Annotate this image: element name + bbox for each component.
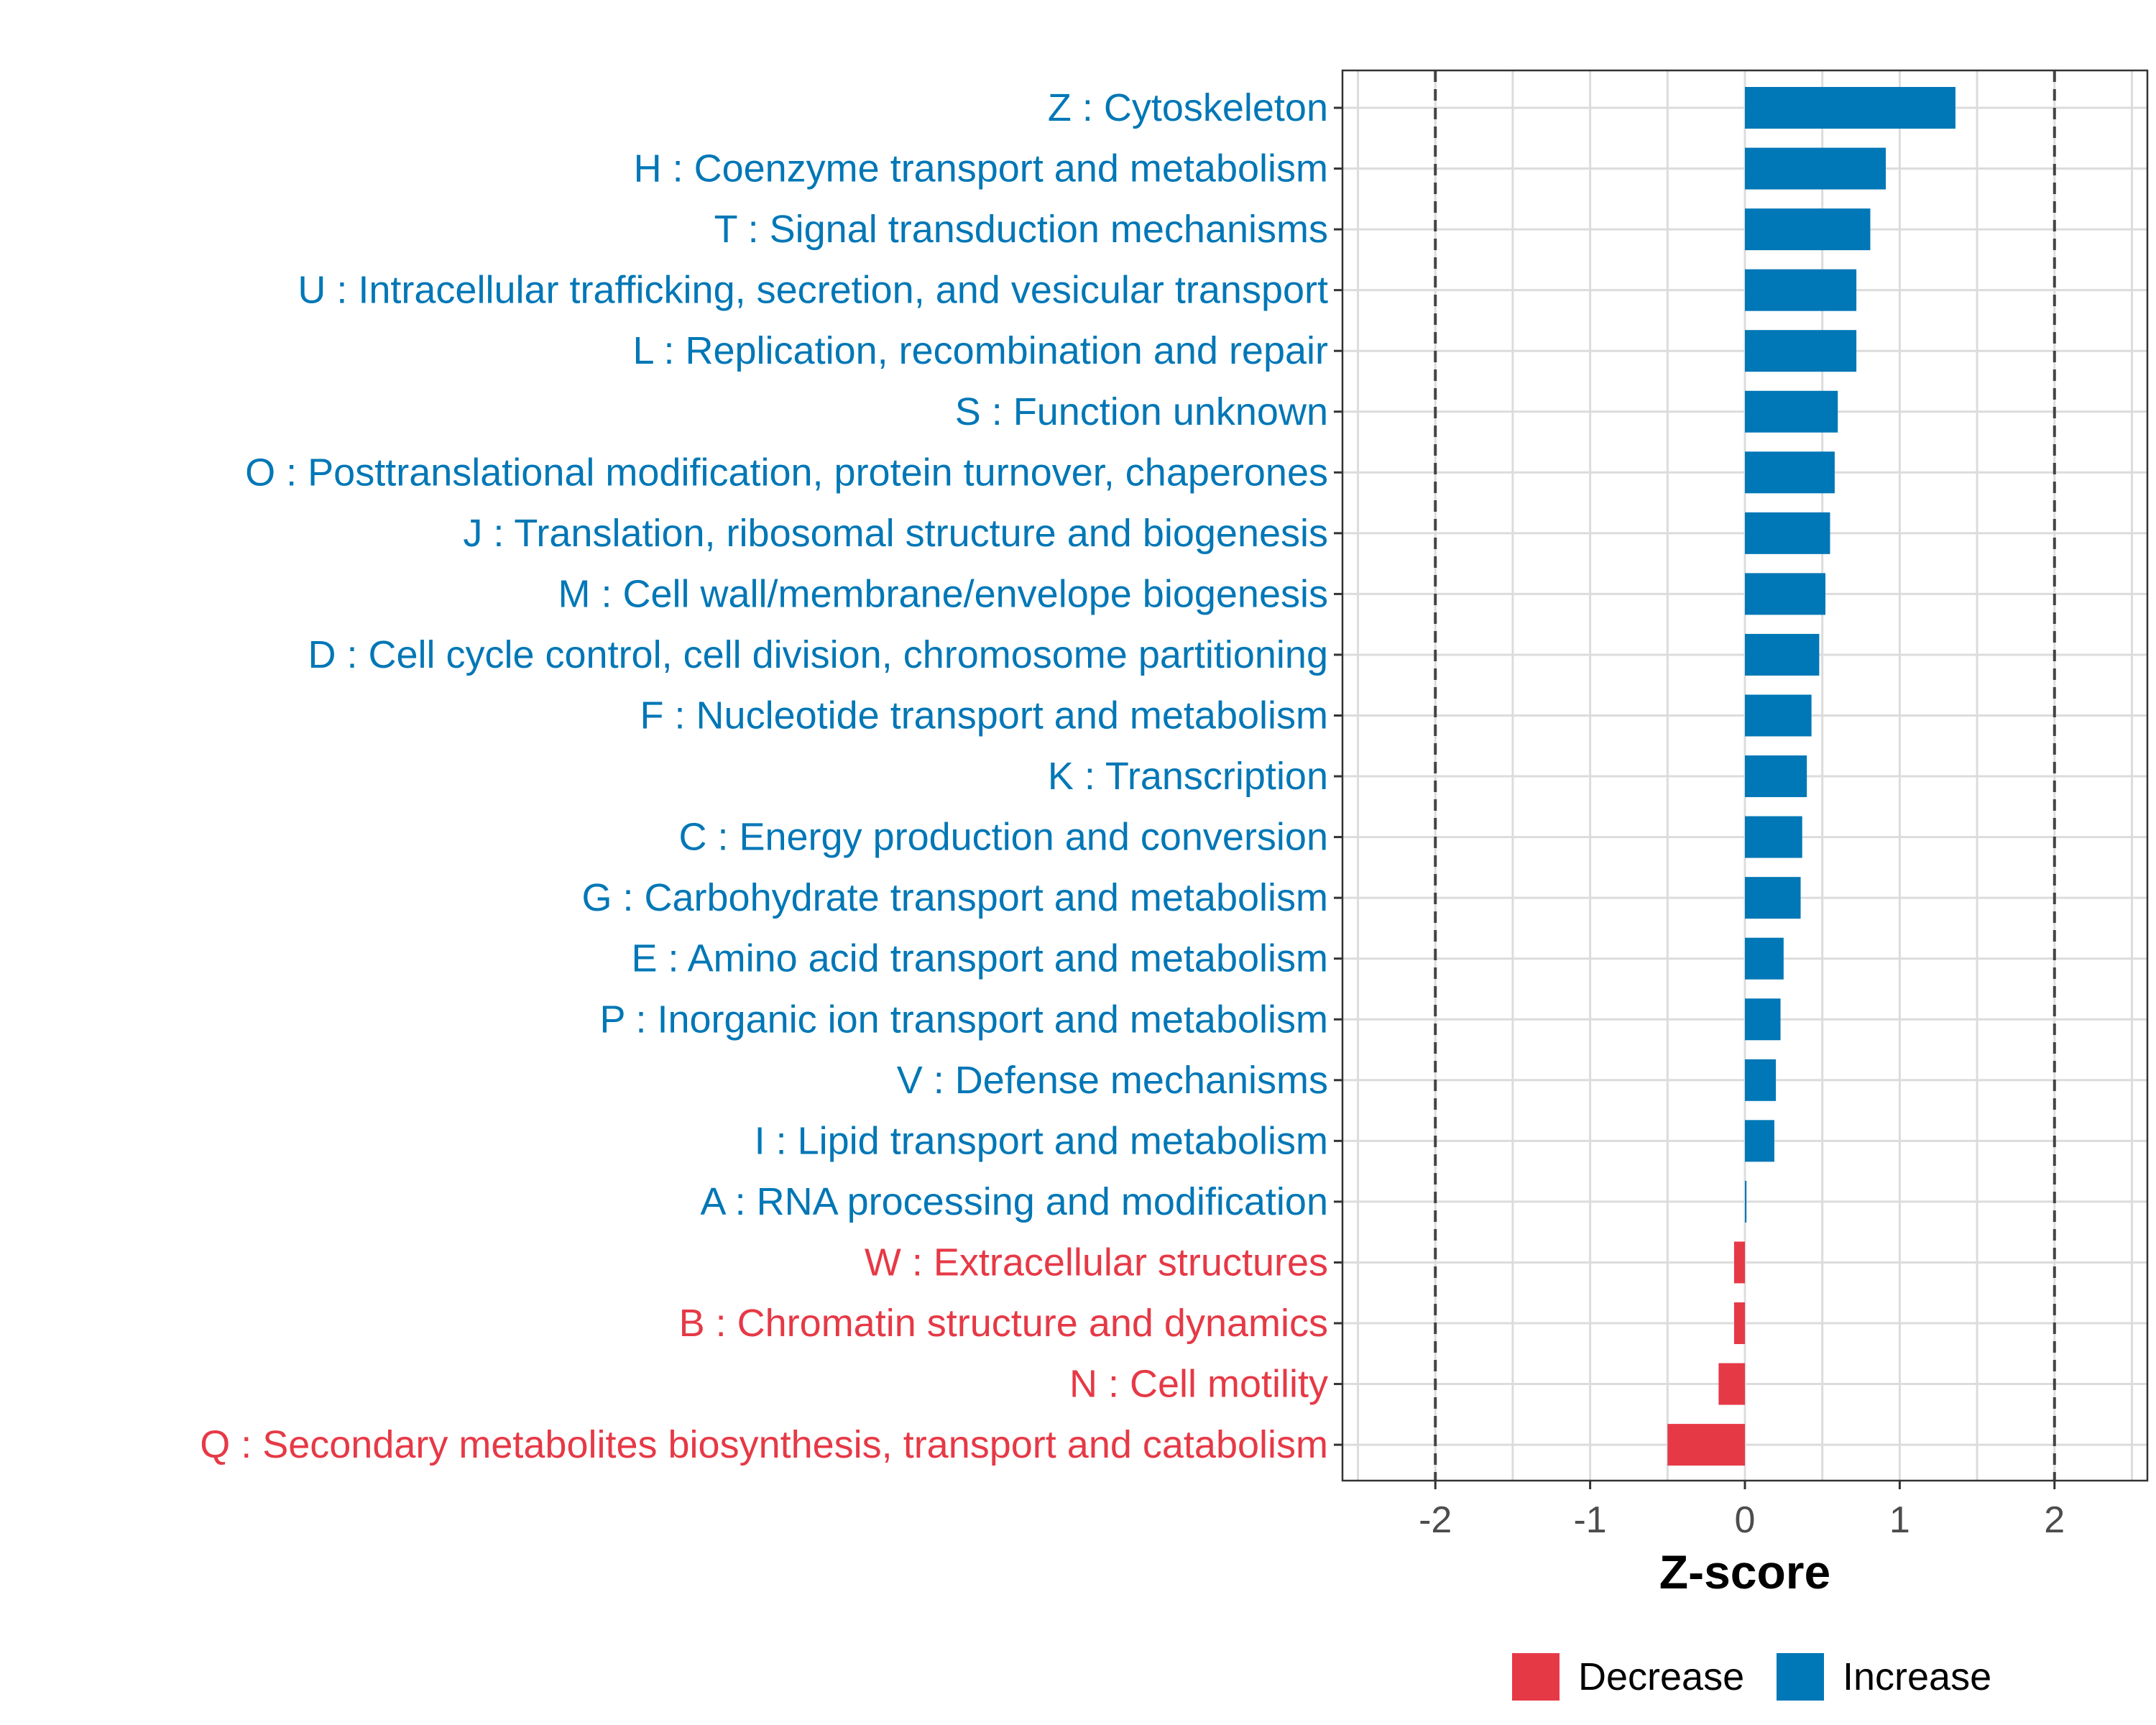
x-axis-ticks: -2 -1 0 1 2 bbox=[1419, 1481, 2065, 1541]
category-label: T : Signal transduction mechanisms bbox=[714, 208, 1328, 251]
category-label: F : Nucleotide transport and metabolism bbox=[640, 694, 1328, 737]
bar bbox=[1745, 1180, 1747, 1223]
x-tick-label: 0 bbox=[1735, 1499, 1756, 1541]
category-label: V : Defense mechanisms bbox=[897, 1059, 1328, 1102]
legend-swatch bbox=[1777, 1653, 1824, 1701]
bar bbox=[1745, 390, 1838, 433]
bar bbox=[1745, 998, 1781, 1041]
x-tick-label: 1 bbox=[1889, 1499, 1910, 1541]
category-label: P : Inorganic ion transport and metaboli… bbox=[599, 998, 1328, 1041]
bar bbox=[1745, 87, 1955, 129]
x-tick-label: -2 bbox=[1419, 1499, 1452, 1541]
bar bbox=[1667, 1424, 1745, 1466]
category-label: S : Function unknown bbox=[955, 390, 1328, 433]
category-label: I : Lipid transport and metabolism bbox=[755, 1119, 1328, 1162]
category-label: E : Amino acid transport and metabolism bbox=[632, 937, 1328, 980]
legend: Decrease Increase bbox=[1512, 1653, 1991, 1701]
category-label: A : RNA processing and modification bbox=[701, 1180, 1328, 1223]
category-label: U : Intracellular trafficking, secretion… bbox=[298, 269, 1328, 312]
bar bbox=[1745, 755, 1807, 798]
category-label: N : Cell motility bbox=[1069, 1363, 1328, 1406]
bar bbox=[1745, 1059, 1777, 1101]
bar bbox=[1745, 512, 1830, 554]
bar bbox=[1745, 816, 1802, 858]
bar bbox=[1745, 573, 1825, 615]
x-axis-title: Z-score bbox=[1659, 1545, 1830, 1598]
category-label: C : Energy production and conversion bbox=[678, 816, 1328, 859]
bars bbox=[1667, 87, 1955, 1466]
x-tick-label: 2 bbox=[2044, 1499, 2065, 1541]
category-label: B : Chromatin structure and dynamics bbox=[679, 1302, 1328, 1345]
bar bbox=[1745, 633, 1820, 676]
reference-lines bbox=[1434, 70, 2056, 1481]
category-label: M : Cell wall/membrane/envelope biogenes… bbox=[558, 572, 1328, 615]
bar bbox=[1718, 1363, 1745, 1405]
legend-label: Increase bbox=[1843, 1655, 1991, 1698]
category-label: H : Coenzyme transport and metabolism bbox=[634, 147, 1328, 190]
category-label: K : Transcription bbox=[1048, 755, 1328, 798]
bar bbox=[1745, 330, 1857, 372]
category-label: G : Carbohydrate transport and metabolis… bbox=[582, 876, 1329, 919]
bar bbox=[1745, 269, 1857, 311]
category-label: D : Cell cycle control, cell division, c… bbox=[308, 633, 1328, 676]
category-label: Q : Secondary metabolites biosynthesis, … bbox=[200, 1423, 1328, 1466]
category-label: L : Replication, recombination and repai… bbox=[632, 329, 1328, 372]
category-label: Z : Cytoskeleton bbox=[1048, 86, 1328, 129]
bar bbox=[1733, 1241, 1745, 1284]
bar bbox=[1745, 451, 1835, 494]
y-axis-ticks bbox=[1334, 106, 1342, 1446]
bar bbox=[1745, 937, 1784, 980]
category-label: J : Translation, ribosomal structure and… bbox=[463, 512, 1328, 555]
category-label: W : Extracellular structures bbox=[865, 1241, 1328, 1284]
bar bbox=[1733, 1302, 1745, 1344]
bar bbox=[1745, 1120, 1774, 1162]
category-label: O : Posttranslational modification, prot… bbox=[245, 451, 1328, 494]
bar bbox=[1745, 877, 1801, 919]
bar bbox=[1745, 208, 1871, 251]
legend-label: Decrease bbox=[1578, 1655, 1744, 1698]
bar bbox=[1745, 694, 1812, 737]
x-tick-label: -1 bbox=[1573, 1499, 1606, 1541]
category-labels: Z : Cytoskeleton H : Coenzyme transport a… bbox=[200, 86, 1328, 1466]
legend-swatch bbox=[1512, 1653, 1560, 1701]
bar bbox=[1745, 147, 1886, 190]
